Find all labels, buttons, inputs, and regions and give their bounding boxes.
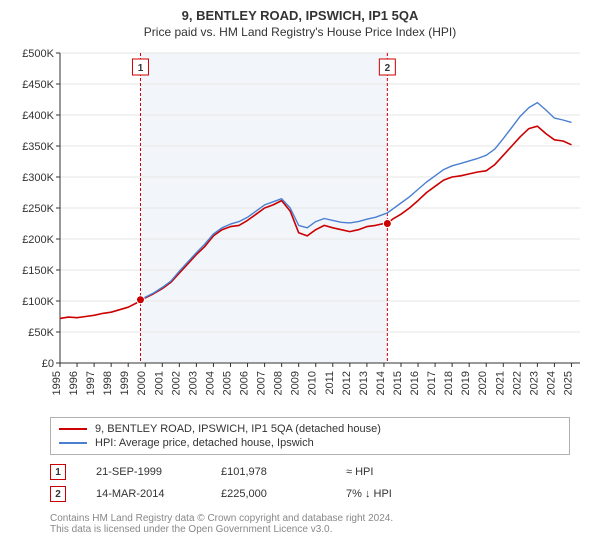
svg-text:2004: 2004 [204, 371, 216, 395]
svg-text:1: 1 [138, 63, 144, 74]
page-subtitle: Price paid vs. HM Land Registry's House … [0, 25, 600, 39]
svg-text:2019: 2019 [460, 371, 472, 395]
svg-text:2022: 2022 [511, 371, 523, 395]
svg-text:1998: 1998 [102, 371, 114, 395]
svg-text:1997: 1997 [85, 371, 97, 395]
sale-date: 14-MAR-2014 [96, 488, 191, 500]
legend-swatch [59, 428, 87, 430]
svg-text:2002: 2002 [170, 371, 182, 395]
price-row: 1 21-SEP-1999 £101,978 ≈ HPI [50, 461, 570, 483]
svg-text:2025: 2025 [562, 371, 574, 395]
svg-text:2008: 2008 [273, 371, 285, 395]
price-row: 2 14-MAR-2014 £225,000 7% ↓ HPI [50, 483, 570, 505]
legend-swatch [59, 442, 87, 444]
svg-text:£150K: £150K [22, 265, 54, 277]
legend: 9, BENTLEY ROAD, IPSWICH, IP1 5QA (detac… [50, 417, 570, 455]
svg-text:2000: 2000 [136, 371, 148, 395]
svg-text:£500K: £500K [22, 48, 54, 60]
sale-price: £101,978 [221, 466, 316, 478]
footer-line-1: Contains HM Land Registry data © Crown c… [50, 513, 570, 524]
legend-label: 9, BENTLEY ROAD, IPSWICH, IP1 5QA (detac… [95, 423, 381, 435]
svg-text:£50K: £50K [28, 327, 54, 339]
svg-text:2014: 2014 [375, 371, 387, 395]
svg-text:2010: 2010 [307, 371, 319, 395]
svg-text:2: 2 [385, 63, 391, 74]
svg-text:2021: 2021 [494, 371, 506, 395]
svg-text:2020: 2020 [477, 371, 489, 395]
svg-text:1999: 1999 [119, 371, 131, 395]
svg-text:2001: 2001 [153, 371, 165, 395]
legend-row: HPI: Average price, detached house, Ipsw… [59, 436, 561, 450]
svg-text:2015: 2015 [392, 371, 404, 395]
svg-text:£450K: £450K [22, 79, 54, 91]
sale-delta: 7% ↓ HPI [346, 488, 441, 500]
svg-text:2009: 2009 [290, 371, 302, 395]
svg-text:2006: 2006 [239, 371, 251, 395]
legend-row: 9, BENTLEY ROAD, IPSWICH, IP1 5QA (detac… [59, 422, 561, 436]
footer-line-2: This data is licensed under the Open Gov… [50, 524, 570, 535]
sale-badge: 2 [50, 486, 66, 502]
sale-badge: 1 [50, 464, 66, 480]
svg-text:£300K: £300K [22, 172, 54, 184]
legend-label: HPI: Average price, detached house, Ipsw… [95, 437, 314, 449]
svg-text:2024: 2024 [545, 371, 557, 395]
svg-text:2013: 2013 [358, 371, 370, 395]
price-chart: £0 £50K £100K £150K £200K £250K £300K £350K £400… [10, 43, 590, 413]
svg-text:2005: 2005 [221, 371, 233, 395]
svg-text:£350K: £350K [22, 141, 54, 153]
svg-text:1996: 1996 [68, 371, 80, 395]
sale-price: £225,000 [221, 488, 316, 500]
svg-text:2011: 2011 [324, 371, 336, 395]
svg-text:2017: 2017 [426, 371, 438, 395]
sale-date: 21-SEP-1999 [96, 466, 191, 478]
sale-delta: ≈ HPI [346, 466, 441, 478]
svg-text:£200K: £200K [22, 234, 54, 246]
svg-text:2023: 2023 [528, 371, 540, 395]
svg-text:£0: £0 [42, 358, 54, 370]
svg-text:2012: 2012 [341, 371, 353, 395]
svg-text:£250K: £250K [22, 203, 54, 215]
price-paid-table: 1 21-SEP-1999 £101,978 ≈ HPI 2 14-MAR-2014 £22… [50, 461, 570, 505]
page-title: 9, BENTLEY ROAD, IPSWICH, IP1 5QA [0, 8, 600, 23]
svg-text:£400K: £400K [22, 110, 54, 122]
footer-attribution: Contains HM Land Registry data © Crown c… [50, 513, 570, 535]
svg-text:2007: 2007 [256, 371, 268, 395]
svg-text:1995: 1995 [51, 371, 63, 395]
svg-text:£100K: £100K [22, 296, 54, 308]
svg-text:2003: 2003 [187, 371, 199, 395]
svg-text:2018: 2018 [443, 371, 455, 395]
svg-text:2016: 2016 [409, 371, 421, 395]
